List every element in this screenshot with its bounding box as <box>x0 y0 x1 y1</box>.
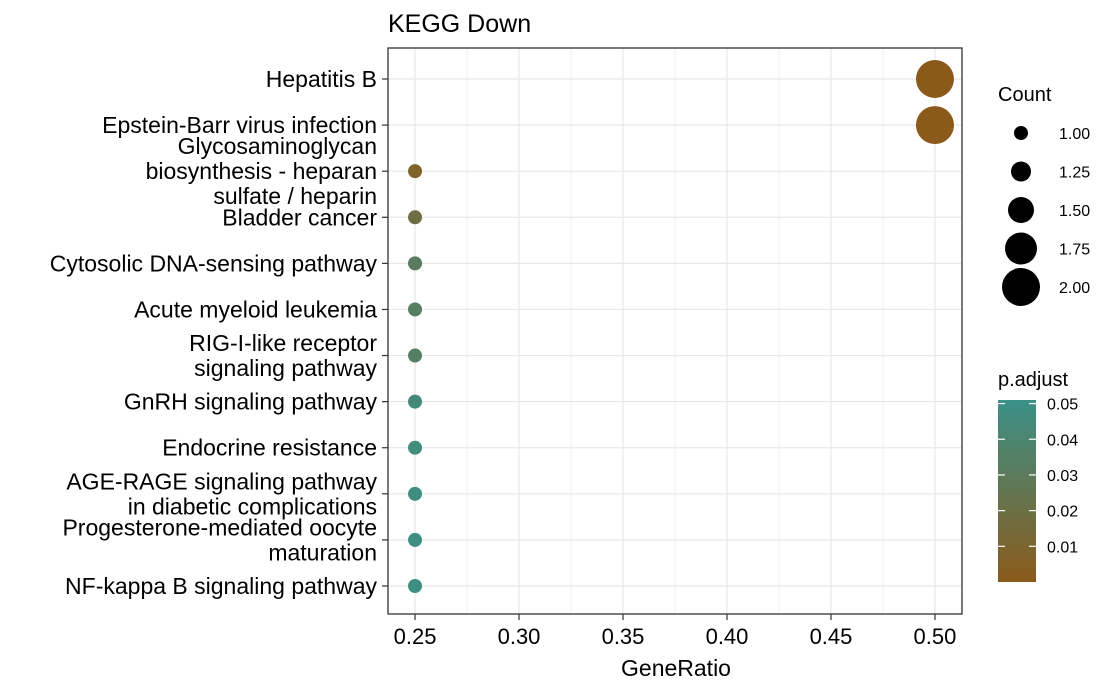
y-axis-label: Progesterone-mediated oocyte <box>62 514 377 540</box>
count-legend-title: Count <box>998 84 1052 106</box>
x-tick-label: 0.30 <box>498 624 541 649</box>
data-point <box>408 302 423 317</box>
plot-border <box>387 47 963 615</box>
p-adjust-colorbar <box>998 400 1036 582</box>
count-legend-key <box>1011 161 1031 182</box>
count-legend-key <box>1002 268 1040 306</box>
x-tick-label: 0.45 <box>810 624 853 649</box>
count-legend: Count 1.00 1.25 1.50 1.75 2.00 <box>998 84 1090 306</box>
data-point <box>408 579 423 593</box>
y-axis-label: in diabetic complications <box>128 493 377 519</box>
data-point <box>915 106 954 145</box>
count-legend-key <box>1005 232 1037 265</box>
x-tick-label: 0.50 <box>914 624 957 649</box>
data-point <box>408 348 423 363</box>
colorbar-label: 0.02 <box>1047 504 1078 521</box>
plot-panel <box>387 47 963 615</box>
count-legend-label: 1.50 <box>1059 203 1090 220</box>
data-point <box>408 164 423 179</box>
y-axis-label: Cytosolic DNA-sensing pathway <box>50 250 378 276</box>
y-axis-label: sulfate / heparin <box>213 183 377 209</box>
colorbar-label: 0.03 <box>1047 468 1078 485</box>
y-axis-label: Acute myeloid leukemia <box>134 296 377 322</box>
y-axis-label: RIG-I-like receptor <box>189 330 377 356</box>
data-point <box>408 256 423 271</box>
y-axis-label: GnRH signaling pathway <box>124 389 378 415</box>
y-axis-label: NF-kappa B signaling pathway <box>65 573 377 599</box>
chart-title: KEGG Down <box>388 10 531 38</box>
data-point <box>408 394 423 409</box>
x-tick-label: 0.40 <box>706 624 749 649</box>
colorbar-label: 0.04 <box>1047 432 1078 449</box>
data-point <box>408 440 423 455</box>
count-legend-label: 1.25 <box>1059 165 1090 182</box>
count-legend-key <box>1008 197 1034 223</box>
y-axis-label: Glycosaminoglycan <box>178 133 377 159</box>
data-point <box>915 60 954 98</box>
y-axis-label: Epstein-Barr virus infection <box>102 112 377 138</box>
y-axis-label: biosynthesis - heparan <box>146 158 377 184</box>
count-legend-label: 2.00 <box>1059 280 1090 297</box>
y-axis-label: AGE-RAGE signaling pathway <box>66 468 377 494</box>
count-legend-key <box>1014 126 1028 140</box>
x-tick-label: 0.25 <box>394 624 437 649</box>
y-axis-label: Bladder cancer <box>222 204 377 230</box>
data-point <box>408 210 423 225</box>
data-point <box>408 532 423 547</box>
y-axis-label: signaling pathway <box>194 355 377 381</box>
colorbar-label: 0.05 <box>1047 397 1078 414</box>
count-legend-label: 1.00 <box>1059 126 1090 143</box>
count-legend-label: 1.75 <box>1059 242 1090 259</box>
y-axis-label: Endocrine resistance <box>162 435 377 461</box>
y-axis-label: maturation <box>268 539 377 565</box>
colorbar-label: 0.01 <box>1047 539 1078 556</box>
p-adjust-legend: p.adjust 0.01 0.02 0.03 0.04 0.05 <box>998 369 1078 582</box>
p-adjust-legend-title: p.adjust <box>998 369 1068 391</box>
y-axis-label: Hepatitis B <box>266 66 377 92</box>
x-tick-label: 0.35 <box>602 624 645 649</box>
data-point <box>408 486 423 501</box>
x-axis-label: GeneRatio <box>621 655 731 681</box>
